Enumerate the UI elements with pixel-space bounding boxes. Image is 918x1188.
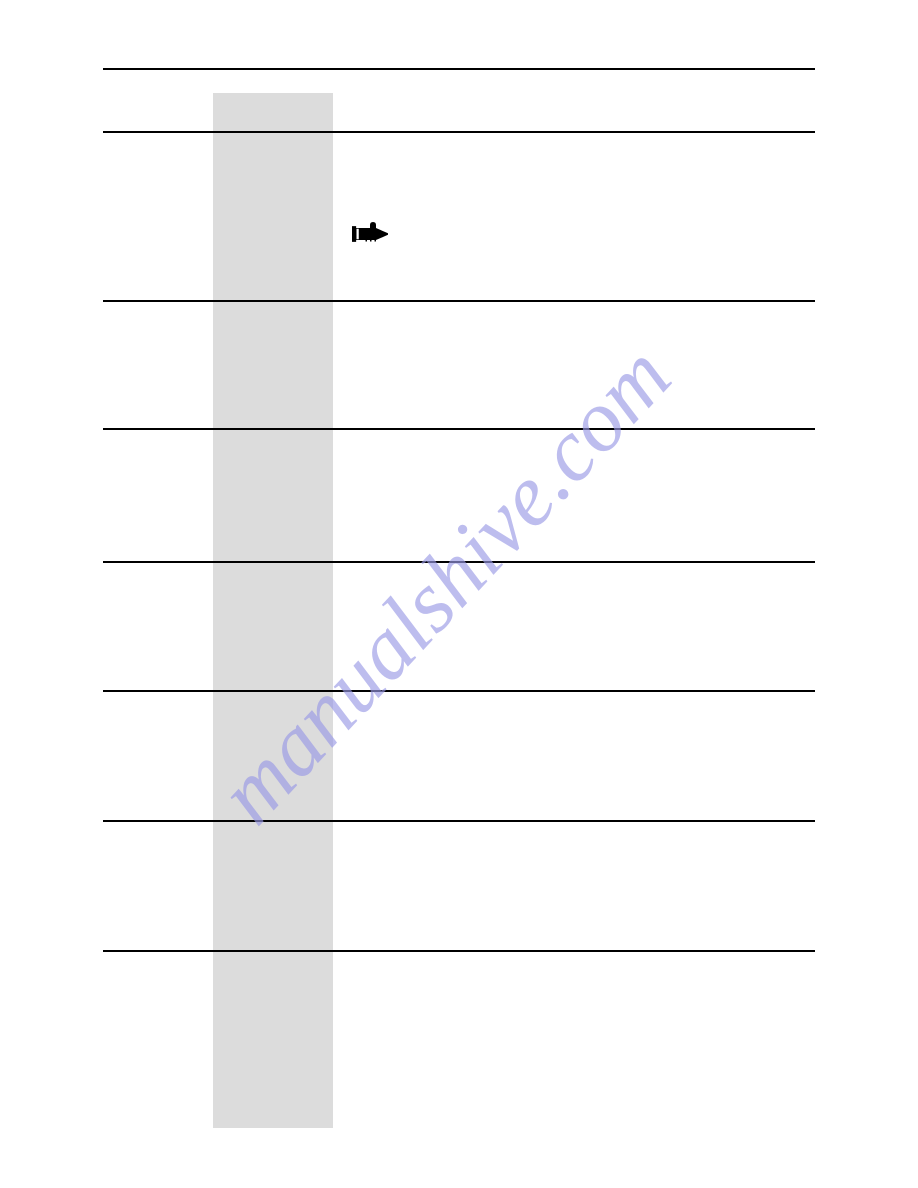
rule-5 (103, 690, 815, 692)
pointing-hand-icon (352, 222, 388, 246)
rule-2 (103, 300, 815, 302)
grey-column (213, 93, 333, 1128)
rule-4 (103, 561, 815, 563)
rule-7 (103, 950, 815, 952)
rule-6 (103, 820, 815, 822)
page: manualshive.com (0, 0, 918, 1188)
rule-1 (103, 131, 815, 133)
rule-3 (103, 428, 815, 430)
rule-0 (103, 68, 815, 70)
